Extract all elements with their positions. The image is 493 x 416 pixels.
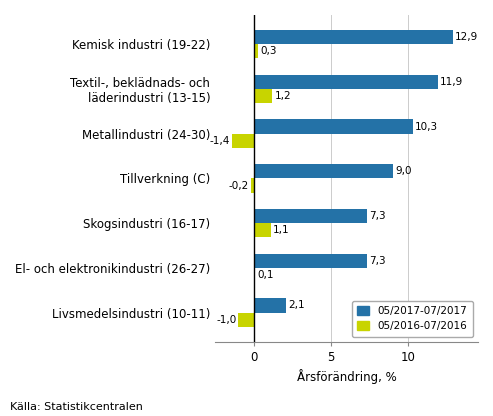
Text: -1,4: -1,4 [210,136,230,146]
Bar [254,119,413,134]
Bar [238,313,254,327]
Text: 7,3: 7,3 [369,211,386,221]
Text: 1,2: 1,2 [274,91,291,101]
Text: 1,1: 1,1 [273,225,289,235]
Text: -1,0: -1,0 [216,315,236,325]
Bar [254,44,258,59]
Bar [254,223,271,238]
Text: 2,1: 2,1 [288,300,305,310]
Text: 0,1: 0,1 [257,270,274,280]
Bar [254,164,393,178]
Text: 0,3: 0,3 [260,46,277,56]
Text: 11,9: 11,9 [440,77,463,87]
Text: 12,9: 12,9 [455,32,479,42]
Bar [254,30,453,44]
Legend: 05/2017-07/2017, 05/2016-07/2016: 05/2017-07/2017, 05/2016-07/2016 [352,300,473,337]
Text: -0,2: -0,2 [228,181,248,191]
Text: 9,0: 9,0 [395,166,412,176]
Bar [254,298,286,313]
Text: Källa: Statistikcentralen: Källa: Statistikcentralen [10,402,143,412]
Bar [254,74,438,89]
Text: 10,3: 10,3 [415,121,438,131]
Bar [254,89,272,103]
X-axis label: Årsförändring, %: Årsförändring, % [297,369,396,384]
Bar [254,268,255,282]
Bar [254,209,367,223]
Bar [232,134,254,148]
Bar [254,254,367,268]
Bar [250,178,254,193]
Text: 7,3: 7,3 [369,256,386,266]
